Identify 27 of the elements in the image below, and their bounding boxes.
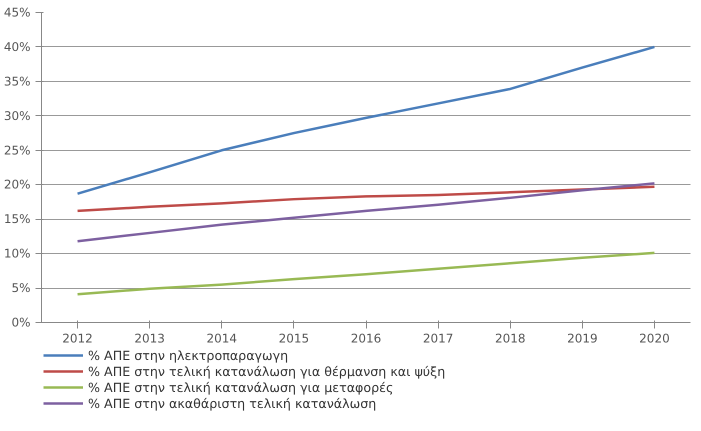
legend-label: % ΑΠΕ στην τελική κατανάλωση για θέρμανση και ψύξη	[88, 363, 446, 379]
line-series	[76, 182, 656, 242]
x-tick-label: 2019	[567, 332, 598, 346]
line-series	[76, 252, 656, 296]
y-tick-label: 25%	[4, 143, 30, 158]
x-tick-label: 2018	[494, 332, 526, 346]
x-tick-label: 2016	[350, 332, 382, 346]
y-tick-label: 20%	[4, 178, 30, 192]
line-series	[76, 46, 656, 195]
legend-label: % ΑΠΕ στην ηλεκτροπαραγωγη	[88, 347, 288, 363]
y-tick-label: 10%	[4, 246, 30, 261]
line-series	[76, 186, 656, 212]
legend-label: % ΑΠΕ στην ακαθάριστη τελική κατανάλωση	[88, 395, 376, 411]
x-tick-label: 2017	[422, 332, 454, 346]
y-tick-label: 45%	[4, 6, 30, 20]
y-tick-label: 40%	[4, 40, 30, 54]
y-tick-label: 0%	[11, 316, 31, 330]
x-tick-label: 2020	[639, 332, 670, 346]
x-tick-label: 2014	[206, 332, 238, 346]
y-tick-label: 15%	[4, 212, 30, 226]
x-tick-label: 2015	[278, 332, 310, 346]
y-tick-label: 30%	[4, 108, 30, 123]
legend-label: % ΑΠΕ στην τελική κατανάλωση για μεταφορές	[88, 379, 394, 395]
x-tick-label: 2013	[134, 332, 165, 346]
y-tick-label: 35%	[4, 74, 30, 88]
y-tick-label: 5%	[11, 281, 31, 296]
x-tick-label: 2012	[62, 332, 93, 346]
